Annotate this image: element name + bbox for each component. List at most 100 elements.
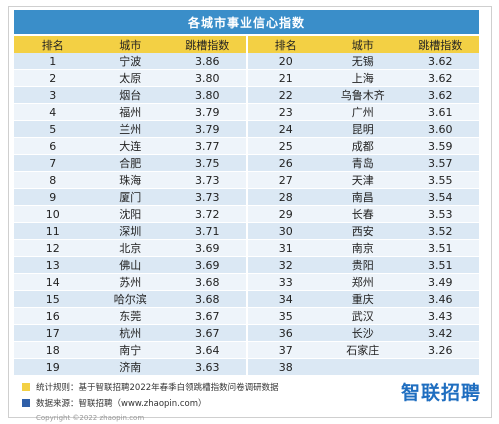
cell-rank: 9 [14,188,92,206]
cell-index-2: 3.26 [401,341,479,359]
cell-rank: 13 [14,256,92,274]
zhaopin-logo: 智联招聘 [400,382,481,404]
table-row: 8 珠海 3.73 27 天津 3.55 [14,171,479,189]
header-index-2: 跳槽指数 [401,36,479,53]
cell-city: 厦门 [91,188,169,206]
table-row: 16 东莞 3.67 35 武汉 3.43 [14,307,479,325]
header-city: 城市 [91,36,169,53]
copyright-text: Copyright ©2022 zhaopin.com [36,414,145,422]
cell-city: 深圳 [91,222,169,240]
table-row: 11 深圳 3.71 30 西安 3.52 [14,222,479,240]
cell-city: 苏州 [91,273,169,291]
cell-rank-2: 28 [245,188,324,206]
cell-index: 3.72 [169,205,247,223]
cell-index: 3.79 [169,103,247,121]
cell-index: 3.69 [169,256,247,274]
cell-index-2: 3.51 [401,239,479,257]
cell-city: 东莞 [91,307,169,325]
cell-index-2: 3.57 [401,154,479,172]
cell-city-2: 长春 [324,205,402,223]
statistics-rule-note: 统计规则：基于智联招聘2022年春季白领跳槽指数问卷调研数据 [22,381,279,393]
cell-index: 3.86 [169,53,247,70]
table-row: 19 济南 3.63 38 [14,358,479,376]
table-row: 9 厦门 3.73 28 南昌 3.54 [14,188,479,206]
cell-city-2: 重庆 [324,290,402,308]
cell-rank: 18 [14,341,92,359]
cell-rank-2: 35 [245,307,324,325]
cell-city: 哈尔滨 [91,290,169,308]
table-body: 1 宁波 3.86 20 无锡 3.62 2 太原 3.80 21 上海 3.62 3 烟台 3.80 22 乌… [14,53,479,376]
cell-index-2: 3.43 [401,307,479,325]
header-city-2: 城市 [324,36,402,53]
cell-rank: 19 [14,358,92,376]
cell-city: 福州 [91,103,169,121]
cell-rank-2: 36 [245,324,324,342]
cell-rank: 8 [14,171,92,189]
cell-city: 沈阳 [91,205,169,223]
cell-rank: 16 [14,307,92,325]
cell-index-2: 3.49 [401,273,479,291]
cell-city: 太原 [91,69,169,87]
header-rank: 排名 [14,36,92,53]
cell-rank: 4 [14,103,92,121]
cell-index: 3.80 [169,69,247,87]
cell-city-2: 青岛 [324,154,402,172]
cell-rank: 6 [14,137,92,155]
cell-rank: 17 [14,324,92,342]
cell-index: 3.79 [169,120,247,138]
cell-index-2: 3.51 [401,256,479,274]
cell-city: 珠海 [91,171,169,189]
cell-rank: 12 [14,239,92,257]
cell-rank: 10 [14,205,92,223]
header-index: 跳槽指数 [169,36,247,53]
table-row: 7 合肥 3.75 26 青岛 3.57 [14,154,479,172]
cell-index-2: 3.46 [401,290,479,308]
cell-index: 3.80 [169,86,247,104]
cell-city-2: 武汉 [324,307,402,325]
cell-index: 3.63 [169,358,247,376]
cell-city-2: 贵阳 [324,256,402,274]
cell-city-2: 西安 [324,222,402,240]
cell-city: 佛山 [91,256,169,274]
cell-city: 宁波 [91,53,169,70]
cell-index-2: 3.61 [401,103,479,121]
blue-square-icon [22,399,30,407]
cell-rank-2: 25 [245,137,324,155]
cell-index-2: 3.42 [401,324,479,342]
cell-city-2: 郑州 [324,273,402,291]
cell-rank: 3 [14,86,92,104]
cell-city-2: 长沙 [324,324,402,342]
cell-rank-2: 27 [245,171,324,189]
cell-city: 烟台 [91,86,169,104]
cell-index-2: 3.60 [401,120,479,138]
cell-rank-2: 33 [245,273,324,291]
cell-city-2: 天津 [324,171,402,189]
cell-rank-2: 34 [245,290,324,308]
cell-rank: 14 [14,273,92,291]
cell-city: 济南 [91,358,169,376]
cell-rank-2: 32 [245,256,324,274]
cell-index: 3.73 [169,188,247,206]
cell-index: 3.67 [169,324,247,342]
table-row: 3 烟台 3.80 22 乌鲁木齐 3.62 [14,86,479,104]
cell-index-2: 3.62 [401,86,479,104]
cell-city-2 [324,358,402,376]
cell-city: 兰州 [91,120,169,138]
cell-city-2: 广州 [324,103,402,121]
cell-rank-2: 24 [245,120,324,138]
cell-rank-2: 21 [245,69,324,87]
header-rank-2: 排名 [245,36,324,53]
cell-rank: 11 [14,222,92,240]
cell-rank-2: 23 [245,103,324,121]
cell-city-2: 南昌 [324,188,402,206]
table-row: 17 杭州 3.67 36 长沙 3.42 [14,324,479,342]
cell-index-2: 3.52 [401,222,479,240]
table-row: 14 苏州 3.68 33 郑州 3.49 [14,273,479,291]
cell-city: 北京 [91,239,169,257]
table-row: 4 福州 3.79 23 广州 3.61 [14,103,479,121]
cell-city: 大连 [91,137,169,155]
cell-rank: 5 [14,120,92,138]
cell-city: 杭州 [91,324,169,342]
yellow-square-icon [22,383,30,391]
cell-rank: 15 [14,290,92,308]
